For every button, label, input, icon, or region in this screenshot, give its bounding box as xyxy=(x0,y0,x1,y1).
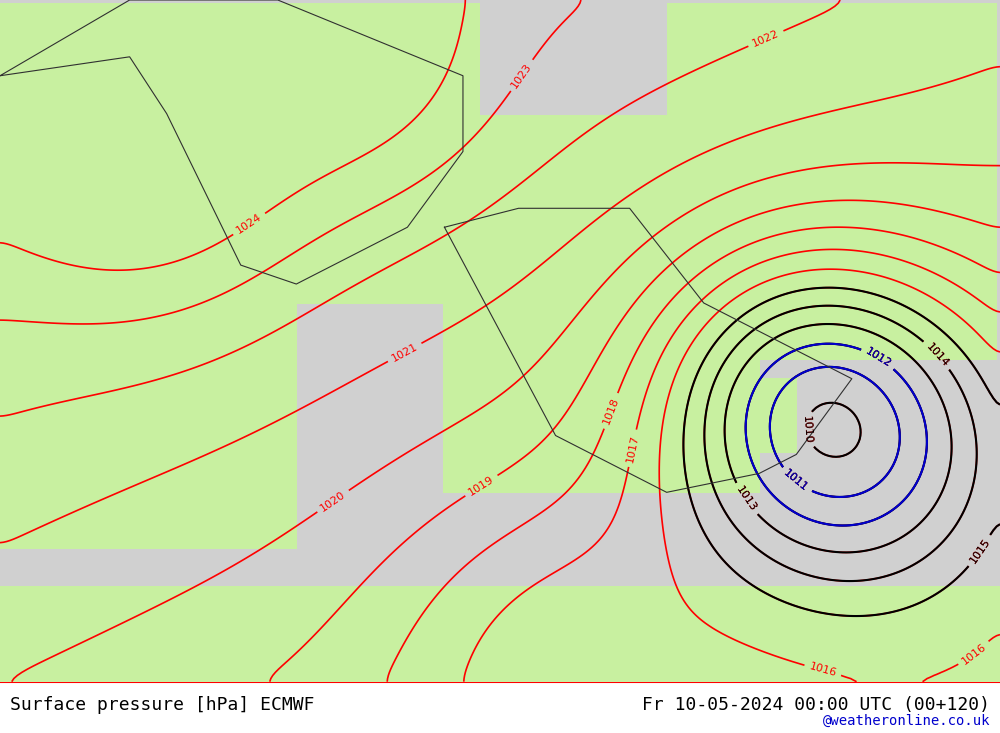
Text: 1015: 1015 xyxy=(968,537,992,565)
Text: 1021: 1021 xyxy=(390,342,419,364)
Text: @weatheronline.co.uk: @weatheronline.co.uk xyxy=(822,714,990,728)
Text: 1018: 1018 xyxy=(601,396,621,426)
Text: 1012: 1012 xyxy=(864,347,893,369)
Text: 1010: 1010 xyxy=(801,416,813,444)
Text: 1019: 1019 xyxy=(467,474,496,497)
Text: Fr 10-05-2024 00:00 UTC (00+120): Fr 10-05-2024 00:00 UTC (00+120) xyxy=(642,696,990,714)
Text: 1015: 1015 xyxy=(968,537,992,565)
Text: 1017: 1017 xyxy=(625,433,640,463)
Text: 1020: 1020 xyxy=(319,489,348,513)
Text: 1012: 1012 xyxy=(864,347,893,369)
Text: 1016: 1016 xyxy=(960,641,988,666)
Text: 1011: 1011 xyxy=(782,468,810,494)
Text: 1016: 1016 xyxy=(808,662,838,679)
Text: 1023: 1023 xyxy=(510,61,534,89)
Text: 1024: 1024 xyxy=(235,212,264,236)
Text: 1013: 1013 xyxy=(734,485,758,514)
Text: 1014: 1014 xyxy=(924,341,950,369)
Text: 1010: 1010 xyxy=(801,416,813,444)
Text: 1014: 1014 xyxy=(924,341,950,369)
Text: 1012: 1012 xyxy=(864,347,893,369)
Text: 1013: 1013 xyxy=(734,485,758,514)
Text: Surface pressure [hPa] ECMWF: Surface pressure [hPa] ECMWF xyxy=(10,696,314,714)
Text: 1011: 1011 xyxy=(782,468,810,494)
Text: 1011: 1011 xyxy=(782,468,810,494)
Text: 1022: 1022 xyxy=(751,29,781,49)
